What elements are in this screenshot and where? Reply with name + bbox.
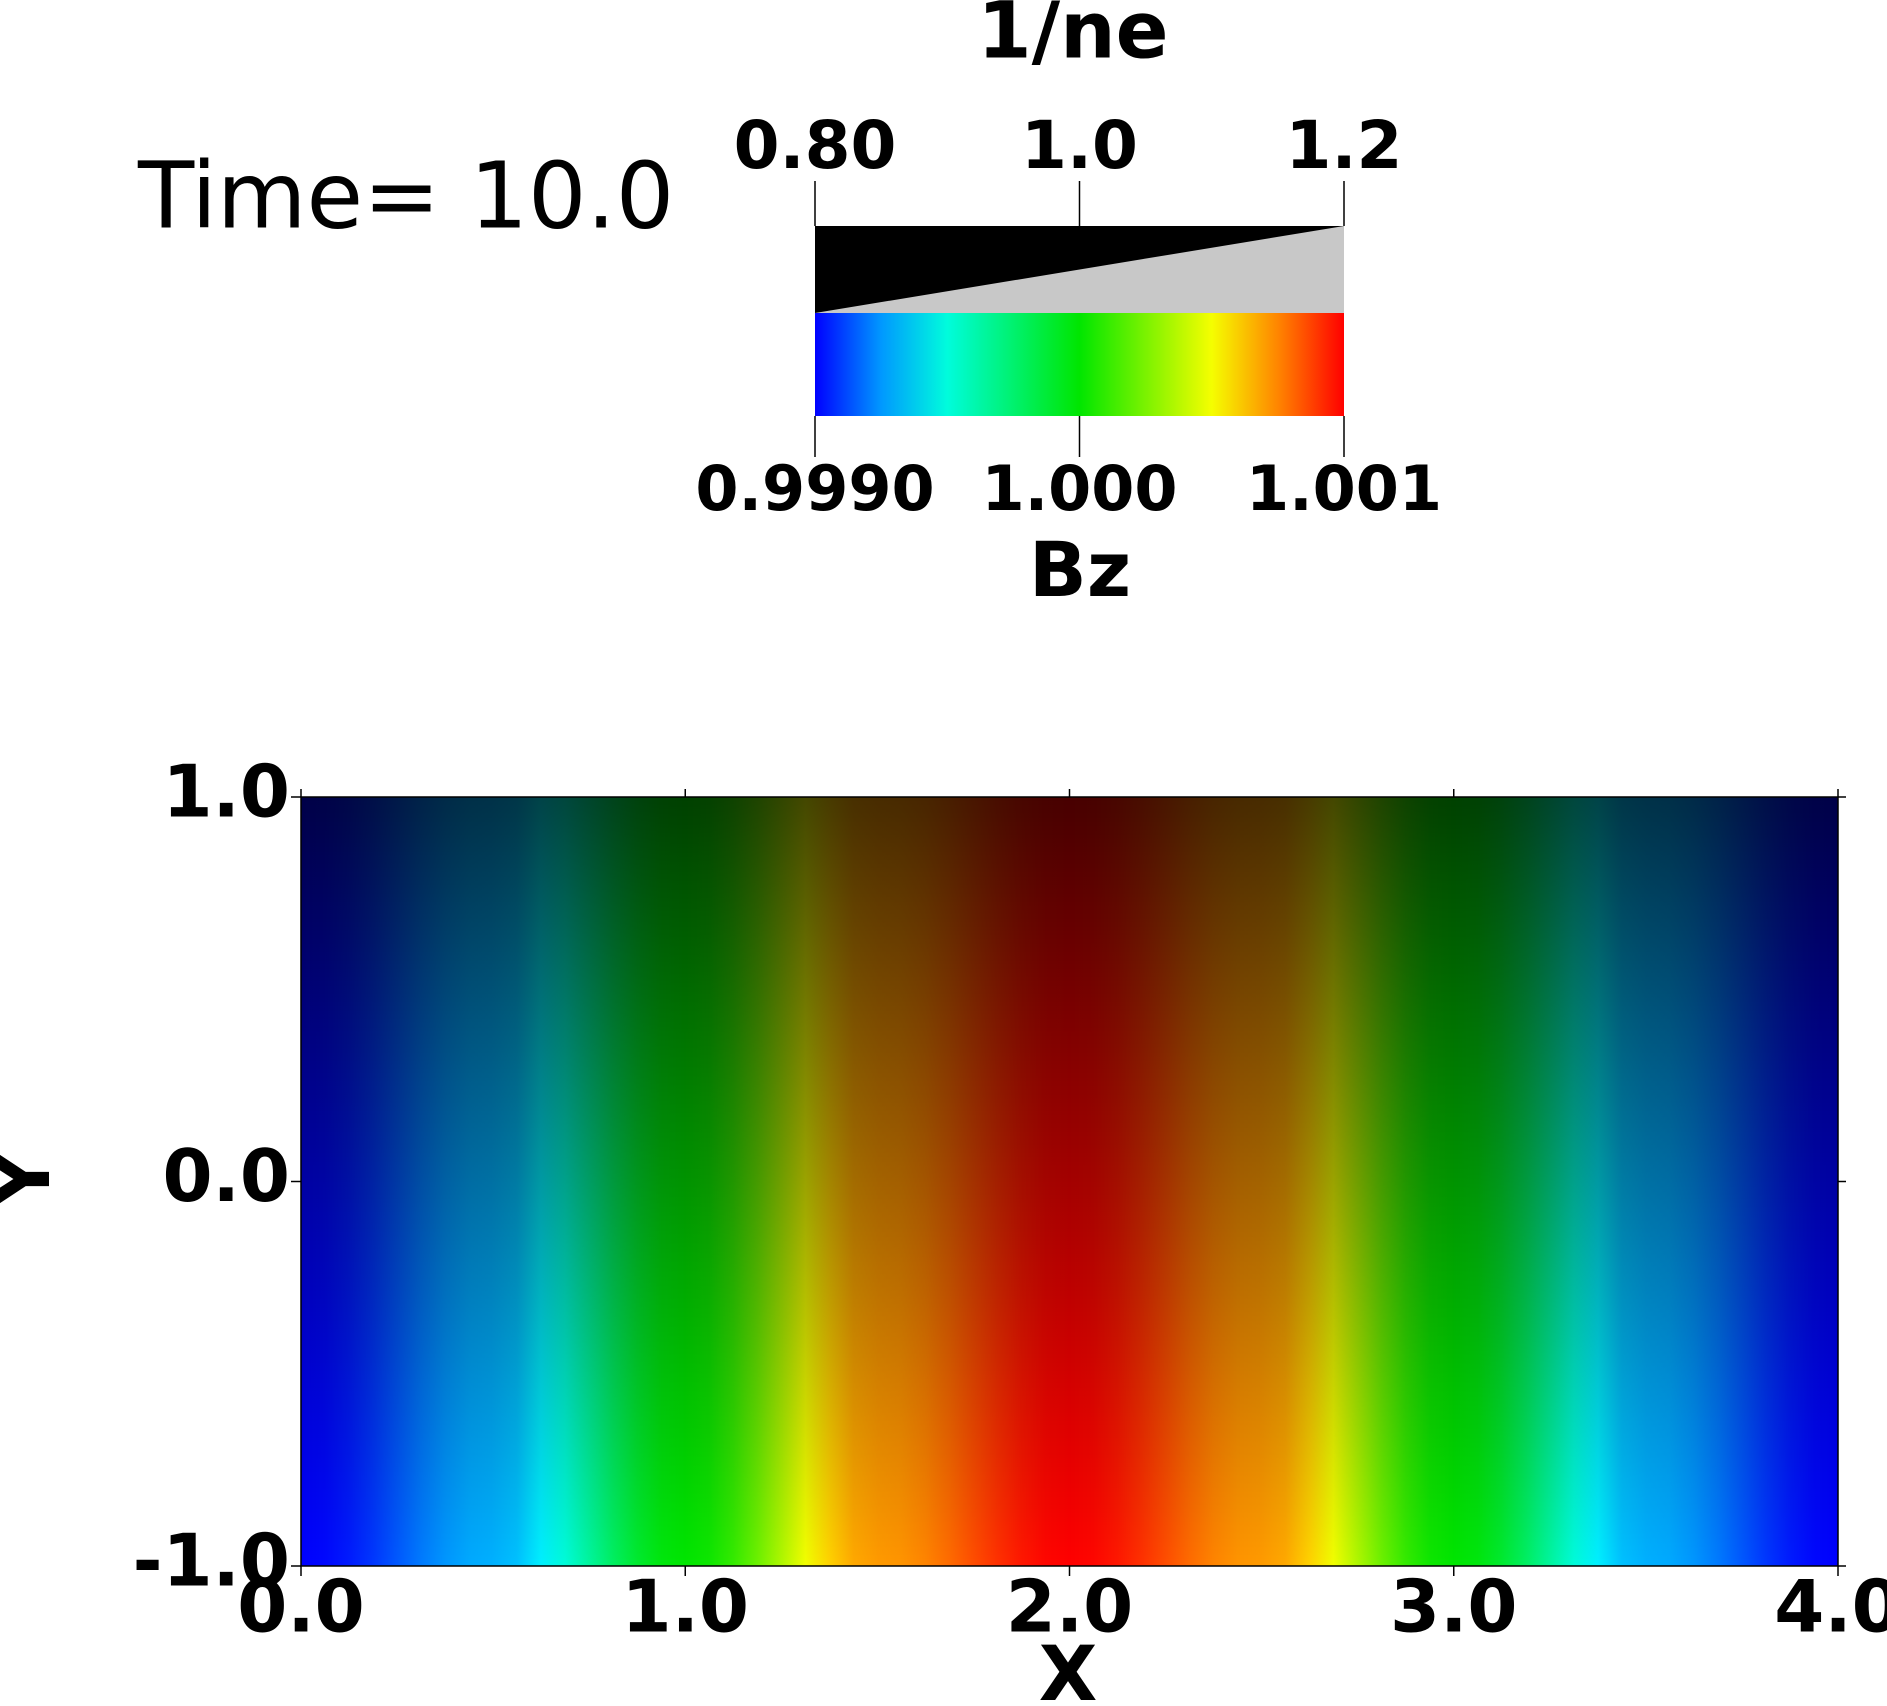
opacity-bar-tick-label: 1.0 [1021,107,1138,184]
opacity-ramp [815,226,1344,313]
color-bar [815,313,1344,416]
x-axis-label: X [1039,1629,1098,1706]
y-axis-label: Y [0,1151,67,1208]
x-tick-label: 3.0 [1390,1565,1518,1649]
opacity-bar-tick-label: 0.80 [734,107,897,184]
y-tick-label: 1.0 [162,750,290,834]
x-tick-label: 1.0 [621,1565,749,1649]
x-tick-label: 4.0 [1774,1565,1887,1649]
x-tick-label: 0.0 [237,1565,365,1649]
y-tick-label: 0.0 [162,1134,290,1218]
opacity-shading [301,797,1838,1566]
color-bar-tick-label: 1.001 [1246,452,1442,525]
opacity-bar-title: 1/ne [977,0,1168,76]
color-bar-title: Bz [1029,525,1131,614]
time-label: Time= 10.0 [137,142,674,249]
y-tick-label: -1.0 [133,1519,290,1603]
x-tick-label: 2.0 [1006,1565,1134,1649]
opacity-bar-tick-label: 1.2 [1286,107,1403,184]
color-bar-tick-label: 1.000 [981,452,1177,525]
color-bar-tick-label: 0.9990 [695,452,934,525]
